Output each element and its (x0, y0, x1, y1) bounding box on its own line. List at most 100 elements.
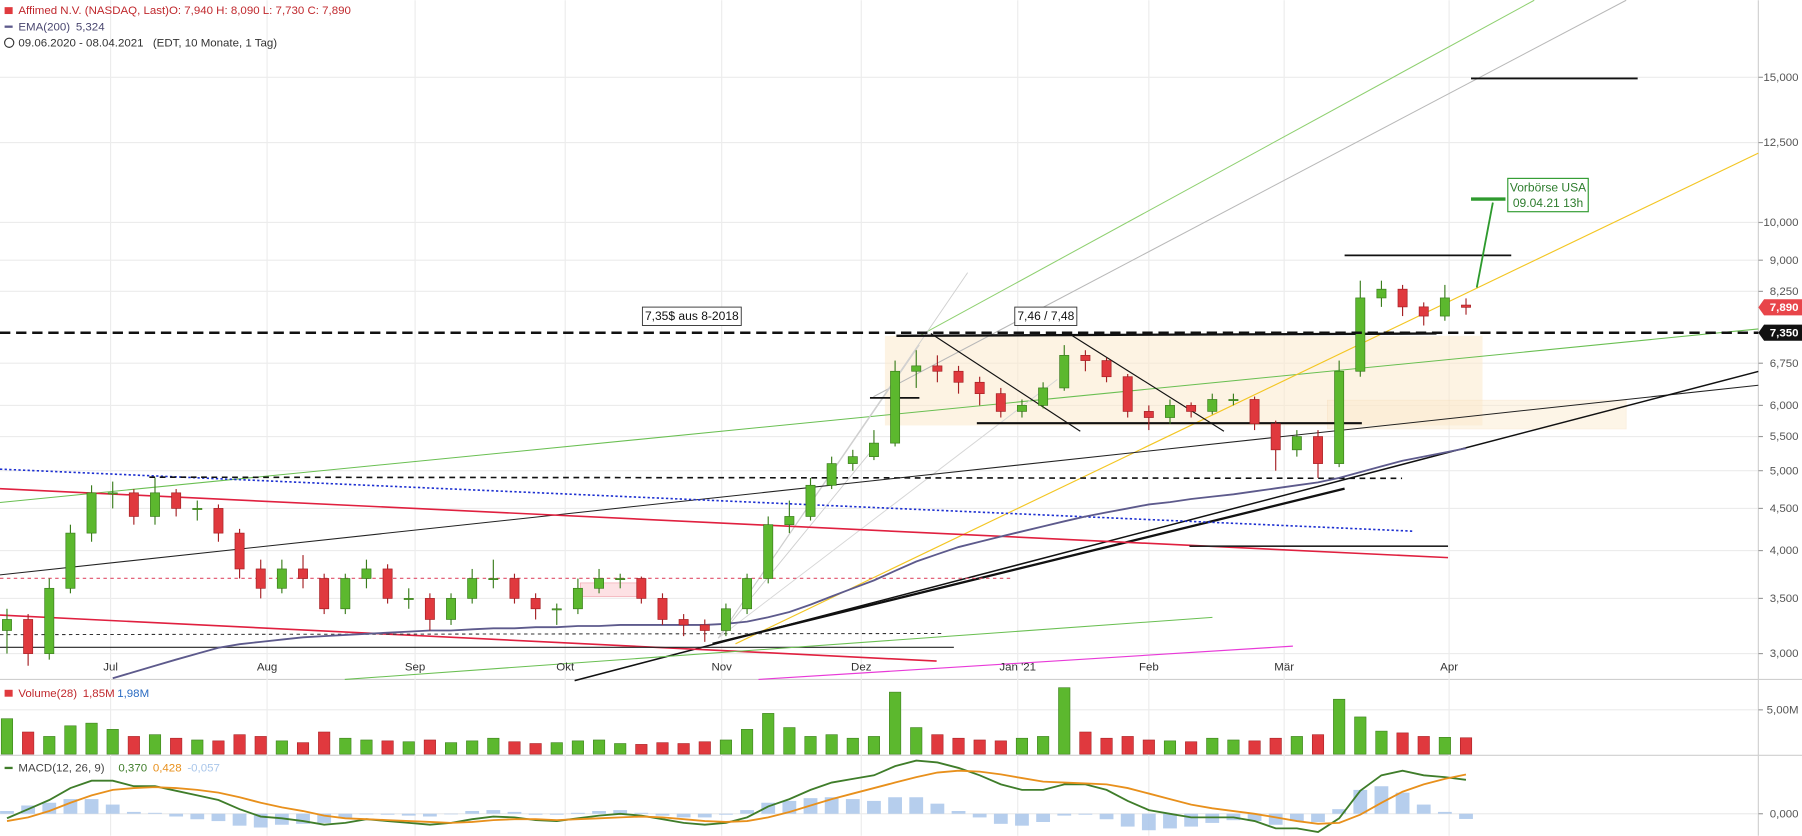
histogram-bar (1099, 813, 1114, 820)
y-tick-label: 4,500 (1770, 503, 1799, 515)
candle-body (446, 598, 456, 620)
trendline (735, 152, 1759, 645)
y-tick-label: 9,000 (1770, 255, 1799, 267)
volume-bar (804, 736, 817, 755)
volume-bar (127, 736, 140, 755)
histogram-bar (274, 813, 289, 825)
trendline (0, 328, 1759, 503)
volume-title: Volume(28) (18, 688, 77, 700)
volume-value: 1,85M (83, 688, 115, 700)
volume-bar (1100, 737, 1113, 755)
histogram-bar (951, 810, 966, 814)
volume-bar (762, 713, 775, 755)
histogram-bar (549, 813, 564, 815)
candle-body (1101, 360, 1112, 378)
volume-bar (1185, 741, 1198, 755)
volume-bar (233, 734, 246, 755)
histogram-bar (1374, 786, 1389, 814)
volume-bar (889, 691, 902, 755)
histogram-bar (824, 797, 839, 814)
histogram-bar (592, 810, 606, 814)
histogram-bar (1395, 792, 1410, 814)
histogram-bar (422, 813, 437, 817)
zone (580, 582, 644, 598)
histogram-bar (1332, 809, 1347, 814)
volume-bar (952, 737, 965, 755)
volume-bar (381, 740, 394, 755)
histogram-bar (338, 813, 353, 819)
candle-body (699, 624, 710, 631)
candle-body (995, 393, 1006, 412)
candle-body (382, 568, 393, 599)
candle-body (594, 578, 604, 589)
candle-body (1228, 399, 1239, 401)
candle-body (1313, 436, 1323, 464)
volume-bar (43, 736, 56, 755)
candle-body (572, 587, 583, 610)
volume-bar (508, 741, 521, 755)
candle-body (171, 492, 182, 509)
volume-bar (550, 742, 563, 755)
histogram-bar (1353, 789, 1368, 814)
volume-bar (318, 731, 331, 755)
candle-body (192, 508, 203, 510)
histogram-bar (444, 813, 458, 815)
histogram-bar (63, 799, 78, 814)
zone (884, 335, 1483, 426)
volume-bar (719, 739, 732, 755)
x-tick-label: Sep (405, 661, 425, 673)
candle-body (720, 608, 731, 631)
period-note: (EDT, 10 Monate, 1 Tag) (153, 37, 277, 49)
annotation-box (641, 306, 742, 326)
y-tick-label: 5,500 (1770, 431, 1799, 443)
candle-body (403, 598, 414, 600)
volume-bar (614, 743, 627, 755)
volume-bar (1121, 736, 1134, 755)
y-tick-label: 6,750 (1770, 358, 1799, 370)
volume-bar (1058, 687, 1071, 755)
candle-body (1038, 387, 1049, 406)
volume-bar (741, 729, 754, 755)
histogram-bar (211, 813, 226, 822)
histogram-bar (1036, 813, 1051, 822)
volume-bar (1459, 737, 1473, 755)
histogram-bar (359, 813, 374, 815)
histogram-bar (1268, 813, 1283, 825)
candle-body (1143, 411, 1154, 418)
signal-value: 0,428 (153, 763, 182, 775)
candle-body (23, 619, 34, 654)
histogram-bar (1015, 813, 1029, 826)
candle-body (1249, 399, 1260, 425)
ohlc-legend: O: 7,940 H: 8,090 L: 7,730 C: 7,890 (169, 5, 351, 17)
candle-body (826, 463, 837, 486)
histogram-bar (1163, 813, 1177, 829)
volume-bar (635, 744, 648, 755)
legend-swatch (4, 7, 13, 15)
candle-body (1418, 306, 1429, 317)
candle-body (150, 492, 160, 517)
candle-body (847, 456, 858, 464)
volume-bar (910, 727, 923, 755)
y-tick-label: 5,000 (1770, 465, 1799, 477)
candle-body (636, 578, 647, 599)
volume-bar (1227, 739, 1240, 755)
volume-bar (445, 742, 458, 755)
volume-bar (296, 742, 310, 755)
candle-body (869, 442, 879, 457)
instrument-title: Affimed N.V. (NASDAQ, Last) (18, 5, 169, 17)
histogram-bar (676, 813, 691, 818)
candle-body (1270, 423, 1281, 451)
y-tick-label: 5,00M (1767, 704, 1799, 716)
volume-bar (867, 736, 880, 755)
histogram-bar (1311, 813, 1325, 822)
trendline (873, 0, 1627, 398)
histogram-bar (317, 813, 332, 823)
candle-body (657, 598, 668, 620)
annotation-box (1014, 306, 1078, 326)
histogram-bar (697, 813, 712, 818)
plot-area (0, 280, 1759, 834)
histogram-bar (528, 813, 543, 815)
volume-bar (423, 739, 436, 755)
volume-bar (1015, 737, 1028, 755)
